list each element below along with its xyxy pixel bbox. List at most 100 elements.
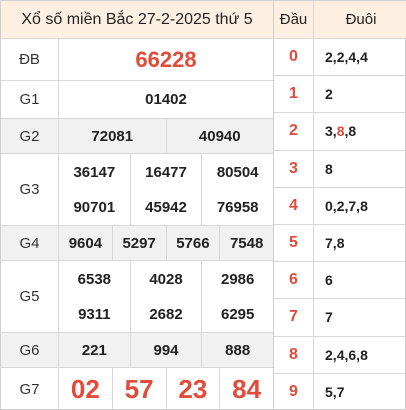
loto-tail-digit: 8 — [325, 160, 333, 177]
loto-tail-digits: 3,8,8 — [325, 123, 357, 140]
prize-label: G4 — [1, 226, 59, 260]
prize-row-g6: G6 221 994 888 — [1, 333, 273, 368]
loto-tail-digit: 6 — [348, 346, 357, 363]
prize-row-g4: G4 9604 5297 5766 7548 — [1, 226, 273, 261]
loto-head-digit: 3 — [274, 150, 314, 187]
prize-label: G1 — [1, 81, 59, 118]
loto-tail-digits: 8 — [314, 151, 406, 187]
loto-header: Đầu Đuôi — [274, 1, 406, 39]
prize-row-g7: G7 02 57 23 84 — [1, 368, 273, 410]
loto-head-digit: 1 — [274, 76, 314, 113]
loto-head-digit: 7 — [274, 299, 314, 336]
loto-tail-digits: 5,7 — [325, 384, 345, 401]
loto-tail-digit: 2 — [325, 346, 333, 363]
prize-row-g2: G2 72081 40940 — [1, 119, 273, 154]
loto-head-digit: 8 — [274, 336, 314, 373]
prize-number: 4028 — [131, 261, 203, 297]
prize-label: G2 — [1, 119, 59, 153]
prize-number: 57 — [113, 368, 167, 410]
prize-number: 2682 — [131, 297, 203, 332]
loto-tail-digit: 7 — [336, 384, 345, 401]
prize-row-g5: G5 6538 4028 2986 9311 2682 6295 — [1, 261, 273, 333]
loto-tail-digit: 8 — [336, 123, 345, 140]
prize-row-db: ĐB 66228 — [1, 39, 273, 81]
loto-tail-digits: 2,2,4,4 — [325, 49, 368, 66]
loto-row: 2 3,8,8 — [274, 113, 406, 151]
prize-number: 84 — [232, 374, 262, 404]
loto-tail-digit: 8 — [360, 197, 368, 214]
prize-label: ĐB — [1, 39, 59, 80]
loto-tail-digit: 2 — [325, 86, 333, 103]
prize-number: 72081 — [59, 119, 167, 153]
loto-tail-digit: 2 — [325, 49, 333, 66]
loto-tail-digit: 7 — [325, 235, 333, 252]
prize-number: 2986 — [220, 270, 255, 288]
prize-table: Xổ số miền Bắc 27-2-2025 thứ 5 ĐB 66228 … — [1, 1, 273, 410]
prize-label: G6 — [1, 333, 59, 367]
loto-tail-digit: 8 — [360, 346, 368, 363]
prize-number: 5297 — [113, 226, 167, 260]
loto-tail-digit: 2 — [336, 197, 345, 214]
loto-tail-digit: 2 — [336, 49, 345, 66]
loto-tail-digits: 2 — [314, 76, 406, 112]
prize-number: 23 — [167, 368, 221, 410]
prize-number: 5766 — [167, 226, 221, 260]
prize-number: 6538 — [59, 261, 131, 297]
prize-number: 6295 — [220, 306, 255, 323]
loto-tail-digit: 7 — [325, 309, 333, 326]
loto-tail-digits: 7,8 — [325, 235, 345, 252]
loto-tail-digit: 5 — [325, 384, 333, 401]
prize-number: 45942 — [131, 190, 203, 225]
loto-tail-digits: 0,2,7,8 — [325, 197, 368, 214]
loto-tail-digit: 4 — [336, 346, 345, 363]
prize-label: G3 — [1, 154, 59, 225]
prize-row-g1: G1 01402 — [1, 81, 273, 119]
loto-row: 4 0,2,7,8 — [274, 187, 406, 225]
loto-head-digit: 9 — [274, 373, 314, 410]
loto-head-digit: 0 — [274, 39, 314, 76]
loto-row: 0 2,2,4,4 — [274, 39, 406, 77]
prize-number: 90701 — [59, 190, 131, 225]
loto-tail-digit: 7 — [348, 197, 357, 214]
prize-number: 16477 — [131, 154, 203, 190]
prize-number: 40940 — [198, 127, 241, 145]
head-column-label: Đầu — [274, 1, 314, 38]
prize-number: 76958 — [216, 199, 259, 216]
loto-tail-digit: 8 — [348, 123, 357, 140]
prize-number: 02 — [59, 368, 113, 410]
loto-tail-digits: 2,4,6,8 — [325, 346, 368, 363]
prize-number: 36147 — [59, 154, 131, 190]
page-title: Xổ số miền Bắc 27-2-2025 thứ 5 — [1, 1, 273, 39]
prize-number: 7548 — [229, 234, 264, 252]
loto-tail-digit: 4 — [360, 49, 368, 66]
prize-number: 221 — [59, 333, 131, 367]
loto-head-digit: 6 — [274, 262, 314, 299]
tail-column-label: Đuôi — [345, 11, 377, 28]
loto-head-digit: 5 — [274, 225, 314, 262]
loto-tail-digit: 3 — [325, 123, 333, 140]
prize-row-g3: G3 36147 16477 80504 90701 45942 76958 — [1, 154, 273, 226]
prize-label: G5 — [1, 261, 59, 332]
loto-tail-digit: 0 — [325, 197, 333, 214]
special-prize-number: 66228 — [135, 46, 197, 72]
prize-number: 80504 — [216, 163, 259, 181]
loto-head-digit: 4 — [274, 187, 314, 224]
prize-number: 01402 — [145, 91, 187, 108]
prize-number: 994 — [131, 333, 203, 367]
prize-label: G7 — [1, 368, 59, 410]
prize-number: 9604 — [59, 226, 113, 260]
loto-tail-digit: 8 — [336, 235, 345, 252]
loto-tail-digits: 6 — [314, 262, 406, 298]
loto-tail-digit: 4 — [348, 49, 357, 66]
loto-tail-digit: 6 — [325, 272, 333, 289]
loto-tail-digits: 7 — [314, 299, 406, 335]
